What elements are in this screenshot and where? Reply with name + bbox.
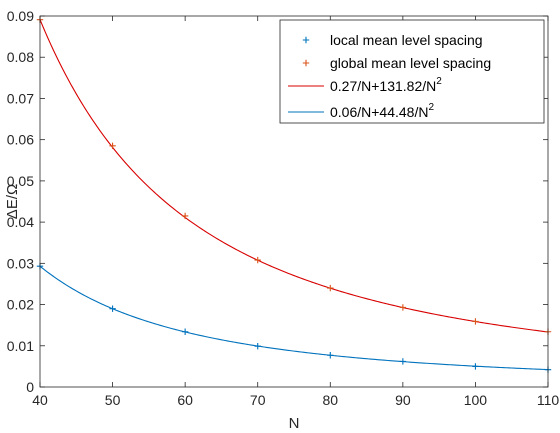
legend-box	[279, 19, 545, 124]
data-point-series1	[327, 352, 334, 359]
x-tick-label: 40	[32, 392, 48, 408]
fit-curve-2	[39, 265, 549, 371]
data-point-series2	[472, 318, 479, 325]
y-tick-label: 0.03	[7, 255, 34, 271]
fit-curves	[39, 19, 549, 371]
y-axis-ticks: 0 0.01 0.02 0.03 0.04 0.05 0.06 0.07 0.08 0.09	[7, 8, 548, 395]
x-axis-ticks: 40 50 60 70 80 90 100 110	[32, 16, 559, 408]
y-axis-label: ΔE/Ω	[4, 184, 21, 219]
x-tick-label: 100	[464, 392, 488, 408]
x-tick-label: 50	[105, 392, 121, 408]
y-tick-label: 0.02	[7, 297, 34, 313]
legend-marker-2	[302, 59, 310, 67]
y-tick-label: 0.06	[7, 132, 34, 148]
x-tick-label: 110	[537, 392, 560, 408]
data-point-series1	[181, 328, 189, 335]
legend-label-superscript: 2	[428, 102, 434, 113]
data-point-series2	[109, 142, 116, 150]
legend: local mean level spacing global mean leve…	[279, 19, 545, 124]
legend-label-superscript: 2	[436, 76, 442, 87]
data-point-series1	[109, 305, 116, 312]
y-tick-label: 0.07	[7, 90, 34, 106]
data-point-series1	[472, 363, 479, 370]
y-tick-label: 0.04	[7, 214, 34, 230]
y-tick-label: 0.05	[7, 173, 34, 189]
axes	[39, 15, 549, 388]
x-tick-label: 80	[322, 392, 338, 408]
data-point-series2	[181, 212, 189, 220]
y-tick-label: 0	[26, 379, 34, 395]
x-axis-label: N	[289, 415, 300, 432]
data-point-series2	[254, 256, 261, 264]
legend-label-1: local mean level spacing	[330, 32, 483, 48]
x-tick-label: 70	[250, 392, 266, 408]
data-point-series2	[399, 304, 407, 311]
y-tick-label: 0.09	[7, 8, 34, 24]
axes-box	[39, 15, 549, 388]
x-tick-label: 90	[395, 392, 411, 408]
legend-label-4: 0.06/N+44.48/N2	[330, 102, 434, 120]
legend-label-3: 0.27/N+131.82/N2	[330, 76, 442, 94]
legend-label-2: global mean level spacing	[330, 55, 491, 71]
x-tick-label: 60	[177, 392, 193, 408]
legend-marker-1	[302, 36, 310, 44]
y-tick-label: 0.08	[7, 49, 34, 65]
fit-curve-1	[39, 19, 549, 333]
data-point-series2	[327, 284, 334, 292]
data-point-series1	[399, 358, 407, 365]
y-tick-label: 0.01	[7, 338, 34, 354]
data-point-series1	[254, 342, 261, 350]
